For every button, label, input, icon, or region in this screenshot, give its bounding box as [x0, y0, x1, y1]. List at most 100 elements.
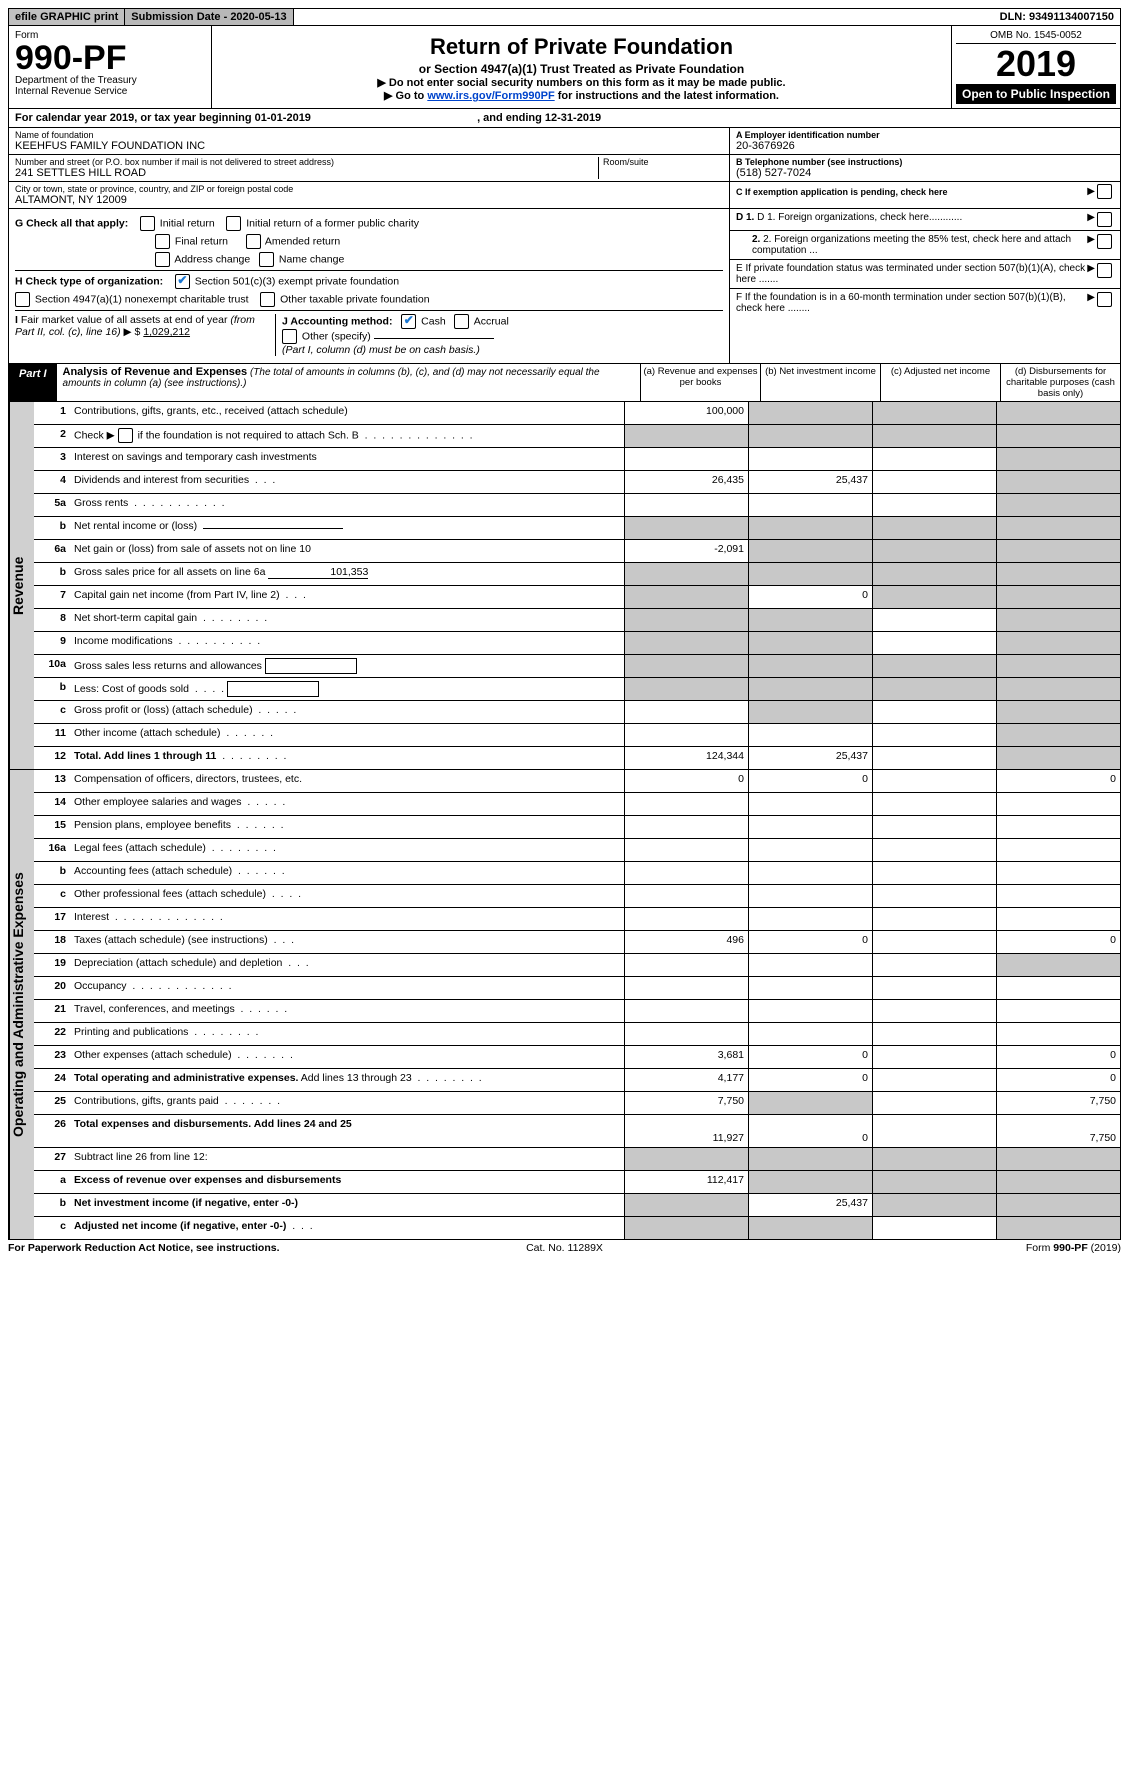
j-other: Other (specify) — [302, 330, 371, 342]
row-num: 15 — [34, 816, 70, 838]
cell-c — [872, 1092, 996, 1114]
cell-a — [624, 1217, 748, 1239]
cell-a — [624, 839, 748, 861]
cell-d — [996, 839, 1120, 861]
cell-b — [748, 563, 872, 585]
g-initial-former-checkbox[interactable] — [226, 216, 241, 231]
cell-a — [624, 448, 748, 470]
cell-c — [872, 540, 996, 562]
row-desc: Pension plans, employee benefits . . . .… — [70, 816, 624, 838]
j-accrual-checkbox[interactable] — [454, 314, 469, 329]
cell-c — [872, 448, 996, 470]
row-num: 22 — [34, 1023, 70, 1045]
cell-d — [996, 724, 1120, 746]
cell-a: 0 — [624, 770, 748, 792]
cell-c — [872, 701, 996, 723]
cell-a: 3,681 — [624, 1046, 748, 1068]
instructions-link[interactable]: www.irs.gov/Form990PF — [427, 90, 554, 102]
e-checkbox[interactable] — [1097, 263, 1112, 278]
cell-a — [624, 1023, 748, 1045]
row-desc: Other employee salaries and wages . . . … — [70, 793, 624, 815]
row-desc: Other professional fees (attach schedule… — [70, 885, 624, 907]
col-b-header: (b) Net investment income — [760, 364, 880, 401]
cell-c — [872, 954, 996, 976]
row-desc: Gross sales price for all assets on line… — [70, 563, 624, 585]
sch-b-checkbox[interactable] — [118, 428, 133, 443]
d1-text: D 1. Foreign organizations, check here..… — [757, 212, 962, 223]
cell-b — [748, 655, 872, 677]
j-cash-checkbox[interactable] — [401, 314, 416, 329]
row-desc: Taxes (attach schedule) (see instruction… — [70, 931, 624, 953]
row-num: 4 — [34, 471, 70, 493]
ein-value: 20-3676926 — [736, 140, 1114, 152]
phone-label: B Telephone number (see instructions) — [736, 157, 1114, 167]
j-other-checkbox[interactable] — [282, 329, 297, 344]
cell-a: 7,750 — [624, 1092, 748, 1114]
d2-text: 2. Foreign organizations meeting the 85%… — [752, 234, 1071, 256]
row-desc: Total expenses and disbursements. Add li… — [70, 1115, 624, 1147]
phone-value: (518) 527-7024 — [736, 167, 1114, 179]
g-final-checkbox[interactable] — [155, 234, 170, 249]
cell-d — [996, 1023, 1120, 1045]
g-name-checkbox[interactable] — [259, 252, 274, 267]
j-note: (Part I, column (d) must be on cash basi… — [282, 344, 480, 356]
cell-c — [872, 839, 996, 861]
cell-d — [996, 540, 1120, 562]
form-title: Return of Private Foundation — [218, 34, 945, 60]
row-desc: Contributions, gifts, grants, etc., rece… — [70, 402, 624, 424]
cell-b — [748, 609, 872, 631]
d2-checkbox[interactable] — [1097, 234, 1112, 249]
d1-checkbox[interactable] — [1097, 212, 1112, 227]
cell-b — [748, 1000, 872, 1022]
h-label: H Check type of organization: — [15, 275, 163, 287]
cell-a — [624, 701, 748, 723]
col-a-header: (a) Revenue and expenses per books — [640, 364, 760, 401]
row-desc: Interest . . . . . . . . . . . . . — [70, 908, 624, 930]
cell-b: 25,437 — [748, 471, 872, 493]
cell-c — [872, 1023, 996, 1045]
name-label: Name of foundation — [15, 130, 723, 140]
cell-a — [624, 632, 748, 654]
cell-c — [872, 563, 996, 585]
street-address: 241 SETTLES HILL ROAD — [15, 167, 598, 179]
cell-d — [996, 563, 1120, 585]
row-num: c — [34, 885, 70, 907]
row-num: a — [34, 1171, 70, 1193]
cell-b — [748, 724, 872, 746]
form-number: 990-PF — [15, 41, 205, 75]
row-num: 12 — [34, 747, 70, 769]
h-501c3: Section 501(c)(3) exempt private foundat… — [195, 275, 399, 287]
g-address-checkbox[interactable] — [155, 252, 170, 267]
h-4947-checkbox[interactable] — [15, 292, 30, 307]
exemption-checkbox[interactable] — [1097, 184, 1112, 199]
h-501c3-checkbox[interactable] — [175, 274, 190, 289]
addr-label: Number and street (or P.O. box number if… — [15, 157, 598, 167]
instr-1: ▶ Do not enter social security numbers o… — [218, 76, 945, 89]
row-desc: Total operating and administrative expen… — [70, 1069, 624, 1091]
row-num: 8 — [34, 609, 70, 631]
cell-b — [748, 425, 872, 447]
row-num: b — [34, 563, 70, 585]
h-other: Other taxable private foundation — [280, 293, 429, 305]
cell-a — [624, 586, 748, 608]
cell-d: 7,750 — [996, 1092, 1120, 1114]
col-d-header: (d) Disbursements for charitable purpose… — [1000, 364, 1120, 401]
footer-right: Form 990-PF (2019) — [603, 1242, 1121, 1254]
city-state-zip: ALTAMONT, NY 12009 — [15, 194, 723, 206]
cell-b: 25,437 — [748, 747, 872, 769]
part-1-title: Analysis of Revenue and Expenses — [63, 366, 248, 378]
g-initial-checkbox[interactable] — [140, 216, 155, 231]
form-header: Form 990-PF Department of the Treasury I… — [8, 26, 1121, 109]
cell-c — [872, 724, 996, 746]
row-num: b — [34, 678, 70, 700]
h-other-checkbox[interactable] — [260, 292, 275, 307]
omb-number: OMB No. 1545-0052 — [956, 30, 1116, 44]
cell-b — [748, 1171, 872, 1193]
g-final: Final return — [175, 235, 228, 247]
part-1-header: Part I Analysis of Revenue and Expenses … — [8, 364, 1121, 402]
f-checkbox[interactable] — [1097, 292, 1112, 307]
arrow-icon — [1087, 292, 1097, 314]
row-num: 20 — [34, 977, 70, 999]
g-amended-checkbox[interactable] — [246, 234, 261, 249]
open-to-public: Open to Public Inspection — [956, 84, 1116, 104]
